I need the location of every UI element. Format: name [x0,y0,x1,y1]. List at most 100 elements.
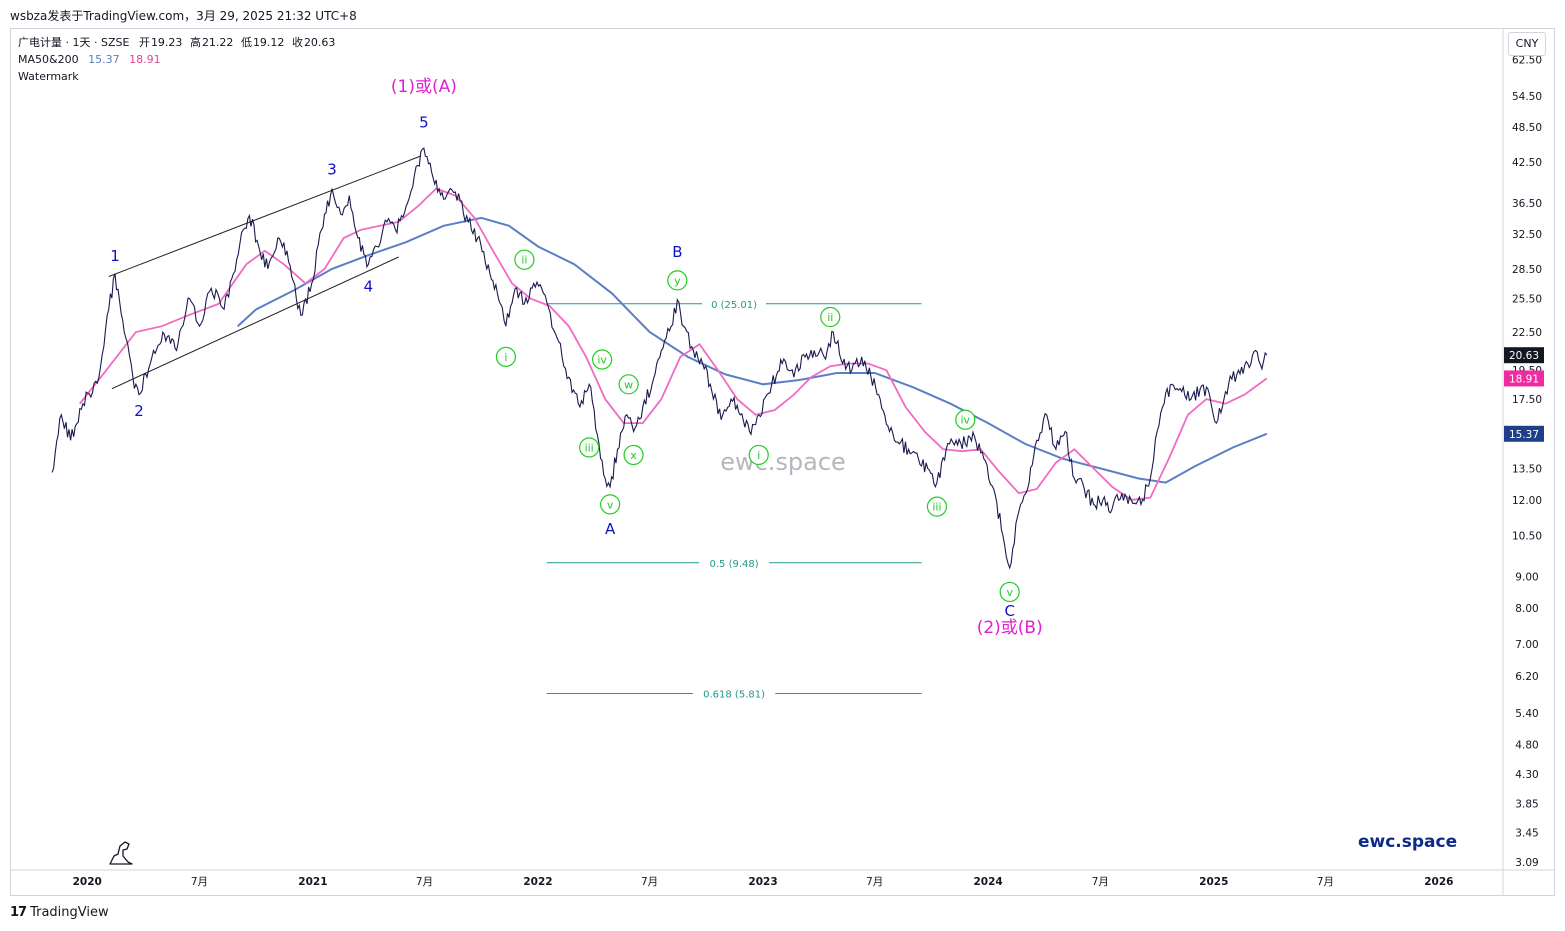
wave-label-circle [999,581,1020,603]
y-tick-label: 62.50 [1512,54,1542,66]
ohlc-close-label: 收 [291,36,303,49]
wave-label-circle [667,270,688,291]
legend-title-row: 广电计量 · 1天 · SZSE 开19.23 高21.22 低19.12 收2… [18,34,339,51]
dino-shape [109,841,133,865]
wave-label-A: A [605,520,616,538]
fib-label-bg [692,686,776,701]
price-badges: 20.63 18.91 15.37 [1504,347,1544,442]
ma-indicator-label: MA50&200 [18,53,79,66]
y-tick-label: 9.00 [1515,572,1538,584]
x-tick-label: 2026 [1424,876,1453,888]
wave-label-circle [618,374,639,395]
y-tick-label: 25.50 [1512,294,1542,306]
dino-icon[interactable] [109,841,133,865]
wave-label-circle [926,496,948,517]
y-tick-label: 28.50 [1512,264,1542,276]
y-tick-label: 10.50 [1512,531,1542,543]
tradingview-mark-icon: 17 [10,905,27,920]
wave-label-1: 1 [110,247,120,265]
chart-legend: 广电计量 · 1天 · SZSE 开19.23 高21.22 低19.12 收2… [18,34,339,85]
wave-label-x: x [630,449,637,462]
price-badge-box [1504,347,1544,364]
fib-retracement[interactable]: 0 (25.01) 0.5 (9.48) 0.618 (5.81) [546,296,922,701]
fib-level-label: 0 (25.01) [711,300,757,311]
ma50-value: 18.91 [129,53,161,66]
currency-button[interactable]: CNY [1508,32,1546,56]
watermark-text: ewc.space [1358,832,1458,852]
wave-label-w: w [624,378,633,391]
y-tick-label: 6.20 [1515,671,1538,683]
wave-label-circle [495,346,517,367]
x-tick-label: 7月 [416,876,433,888]
legend-ma-row[interactable]: MA50&200 15.37 18.91 [18,51,339,68]
price-line [51,147,1268,570]
chart-frame [10,28,1555,896]
wave-label-circle [820,306,841,328]
wave-label-ii: ii [827,311,833,324]
fib-label-bg [699,555,770,570]
wave-label-i: i [757,449,760,462]
wave-label-iv: iv [961,414,971,427]
watermark-indicator-label: Watermark [18,70,79,83]
wave-label-ii: ii [521,254,527,267]
wave-label-B: B [672,243,682,261]
wave-label-iv: iv [597,354,607,367]
wave-label-circle [955,409,976,430]
wave-label-C: C [1004,602,1014,620]
y-tick-label: 48.50 [1512,122,1542,134]
wave-label-2: 2 [134,402,144,420]
y-tick-label: 4.80 [1515,740,1538,752]
y-tick-label: 12.00 [1512,495,1542,507]
y-tick-label: 22.50 [1512,327,1542,339]
y-tick-label: 5.40 [1515,708,1538,720]
y-tick-label: 8.00 [1515,603,1538,615]
ohlc-high-value: 21.22 [201,36,234,49]
wave-label-v: v [607,498,614,511]
ohlc-open-label: 开 [138,36,150,49]
channel-line[interactable] [111,256,399,390]
ohlc-close-value: 20.63 [303,36,336,49]
x-tick-label: 7月 [866,876,883,888]
wave-label-(2)或(B): (2)或(B) [977,618,1043,638]
symbol-title[interactable]: 广电计量 · 1天 · SZSE [18,36,130,49]
y-tick-label: 7.00 [1515,639,1538,651]
wave-label-v: v [1006,586,1013,599]
y-tick-label: 3.85 [1515,798,1538,810]
price-badge-box [1504,370,1544,387]
legend-watermark-row[interactable]: Watermark [18,68,339,85]
ohlc-open-value: 19.23 [150,36,183,49]
wave-label-iii: iii [932,501,941,514]
x-tick-label: 2023 [748,876,777,888]
x-tick-label: 7月 [1092,876,1109,888]
wave-channel[interactable] [108,155,422,390]
fib-level-label: 0.618 (5.81) [703,690,765,701]
icon-layer [109,841,133,865]
y-tick-label: 4.30 [1515,769,1538,781]
x-tick-label: 2020 [73,876,102,888]
price-badge-label: 15.37 [1509,429,1539,441]
price-badge-box [1504,425,1544,442]
y-tick-label: 36.50 [1512,198,1542,210]
ohlc-high-label: 高 [189,36,201,49]
ma200-value: 15.37 [88,53,120,66]
wave-label-(1)或(A): (1)或(A) [391,77,457,97]
fib-level-label: 0.5 (9.48) [709,559,758,570]
y-tick-label: 13.50 [1512,463,1542,475]
y-tick-label: 54.50 [1512,91,1542,103]
x-tick-label: 2025 [1199,876,1228,888]
ohlc-low-label: 低 [240,36,252,49]
wave-label-4: 4 [364,277,374,295]
wave-label-circle [748,444,769,466]
price-badge-label: 20.63 [1509,350,1539,362]
ma50-line [79,187,1268,501]
channel-line[interactable] [108,155,422,277]
wave-label-3: 3 [327,161,337,179]
wave-label-circle [623,444,644,466]
ma200-line [237,216,1268,484]
ohlc-low-value: 19.12 [252,36,285,49]
x-tick-label: 7月 [1317,876,1334,888]
axis-layer: 62.50 54.50 48.50 42.50 36.50 32.50 28.50 25.50… [11,29,1554,896]
y-tick-label: 32.50 [1512,229,1542,241]
tradingview-logo[interactable]: 17 TradingView [10,905,109,920]
